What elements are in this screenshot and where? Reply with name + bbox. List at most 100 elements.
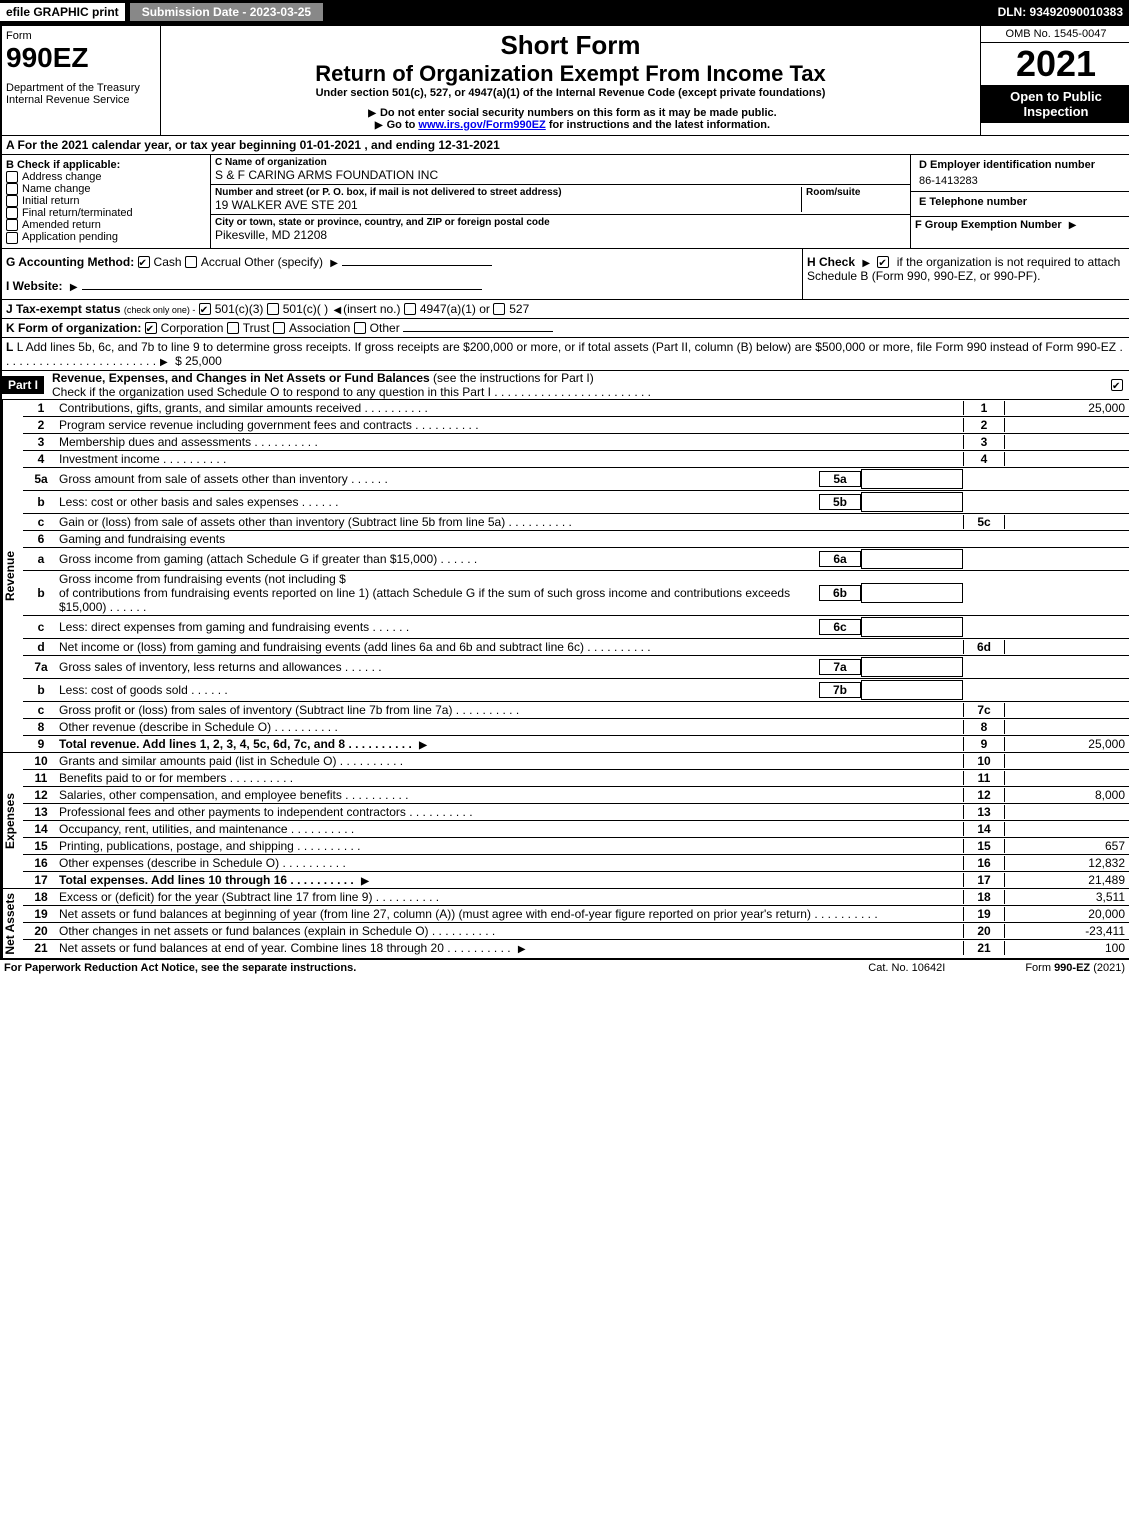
chk-assoc[interactable] [273, 322, 285, 334]
line-desc: Gross profit or (loss) from sales of inv… [59, 703, 963, 717]
line-10: 10Grants and similar amounts paid (list … [23, 753, 1129, 769]
line-num: 3 [23, 435, 59, 449]
revenue-section: Revenue 1Contributions, gifts, grants, a… [2, 399, 1129, 752]
chk-corp[interactable] [145, 322, 157, 334]
line-num: 11 [23, 771, 59, 785]
chk-name[interactable]: Name change [6, 183, 206, 195]
line-code: 5c [963, 515, 1005, 529]
line-desc: Other changes in net assets or fund bala… [59, 924, 963, 938]
line-i-label: I Website: [6, 279, 62, 293]
subline-code: 7a [819, 659, 861, 675]
line-4: 4Investment income . . . . . . . . . . 4 [23, 450, 1129, 467]
line-value: 25,000 [1005, 401, 1129, 415]
subline-code: 5b [819, 494, 861, 510]
subline-code: 6b [819, 585, 861, 601]
line-num: 9 [23, 737, 59, 751]
line-desc: Printing, publications, postage, and shi… [59, 839, 963, 853]
line-num: 18 [23, 890, 59, 904]
ssn-warning: Do not enter social security numbers on … [165, 107, 976, 119]
line-code: 12 [963, 788, 1005, 802]
chk-527[interactable] [493, 303, 505, 315]
street-label: Number and street (or P. O. box, if mail… [215, 187, 801, 198]
line-num: 21 [23, 941, 59, 955]
line-num: 20 [23, 924, 59, 938]
line-value: 20,000 [1005, 907, 1129, 921]
line-l-value: $ 25,000 [175, 354, 222, 368]
line-6: 6Gaming and fundraising events [23, 530, 1129, 547]
chk-cash[interactable] [138, 256, 150, 268]
chk-initial[interactable]: Initial return [6, 195, 206, 207]
line-desc: Gross sales of inventory, less returns a… [59, 660, 819, 674]
line-code: 1 [963, 401, 1005, 415]
line-desc: Excess or (deficit) for the year (Subtra… [59, 890, 963, 904]
chk-501c3[interactable] [199, 303, 211, 315]
subline-value [861, 617, 963, 637]
line-num: a [23, 552, 59, 566]
chk-amended[interactable]: Amended return [6, 219, 206, 231]
irs-link[interactable]: www.irs.gov/Form990EZ [418, 119, 545, 131]
line-desc: Less: cost or other basis and sales expe… [59, 495, 819, 509]
line-5a: 5aGross amount from sale of assets other… [23, 467, 1129, 490]
form-subtitle: Under section 501(c), 527, or 4947(a)(1)… [165, 87, 976, 99]
chk-501c[interactable] [267, 303, 279, 315]
line-num: c [23, 515, 59, 529]
line-desc: Membership dues and assessments . . . . … [59, 435, 963, 449]
form-title: Return of Organization Exempt From Incom… [165, 61, 976, 87]
line-num: 17 [23, 873, 59, 887]
chk-4947[interactable] [404, 303, 416, 315]
chk-trust[interactable] [227, 322, 239, 334]
line-code: 2 [963, 418, 1005, 432]
line-num: 7a [23, 660, 59, 674]
line-b: bGross income from fundraising events (n… [23, 570, 1129, 615]
line-num: 1 [23, 401, 59, 415]
tel-value [915, 210, 1127, 214]
line-code: 11 [963, 771, 1005, 785]
ein-label: D Employer identification number [915, 157, 1127, 173]
line-code: 4 [963, 452, 1005, 466]
line-h: H Check if the organization is not requi… [802, 249, 1129, 299]
line-desc: Benefits paid to or for members . . . . … [59, 771, 963, 785]
chk-other[interactable] [354, 322, 366, 334]
line-20: 20Other changes in net assets or fund ba… [23, 922, 1129, 939]
line-num: b [23, 683, 59, 697]
street-value: 19 WALKER AVE STE 201 [215, 198, 801, 212]
chk-schedule-b[interactable] [877, 256, 889, 268]
line-a: aGross income from gaming (attach Schedu… [23, 547, 1129, 570]
line-14: 14Occupancy, rent, utilities, and mainte… [23, 820, 1129, 837]
chk-address[interactable]: Address change [6, 171, 206, 183]
expenses-section: Expenses 10Grants and similar amounts pa… [2, 752, 1129, 888]
line-desc: Program service revenue including govern… [59, 418, 963, 432]
line-code: 15 [963, 839, 1005, 853]
line-desc: Net income or (loss) from gaming and fun… [59, 640, 963, 654]
line-15: 15Printing, publications, postage, and s… [23, 837, 1129, 854]
line-num: c [23, 620, 59, 634]
revenue-label: Revenue [2, 400, 23, 752]
line-value: 3,511 [1005, 890, 1129, 904]
line-num: 2 [23, 418, 59, 432]
header-left: Form 990EZ Department of the Treasury In… [2, 26, 161, 135]
subline-value [861, 657, 963, 677]
top-bar: efile GRAPHIC print Submission Date - 20… [0, 0, 1129, 24]
chk-final[interactable]: Final return/terminated [6, 207, 206, 219]
line-code: 6d [963, 640, 1005, 654]
line-17: 17Total expenses. Add lines 10 through 1… [23, 871, 1129, 888]
city-label: City or town, state or province, country… [215, 217, 906, 228]
chk-accrual[interactable] [185, 256, 197, 268]
line-21: 21Net assets or fund balances at end of … [23, 939, 1129, 956]
line-desc: Less: direct expenses from gaming and fu… [59, 620, 819, 634]
line-2: 2Program service revenue including gover… [23, 416, 1129, 433]
netassets-label: Net Assets [2, 889, 23, 959]
header-center: Short Form Return of Organization Exempt… [161, 26, 980, 135]
department: Department of the Treasury Internal Reve… [6, 82, 156, 106]
row-gh: G Accounting Method: Cash Accrual Other … [2, 248, 1129, 299]
city-value: Pikesville, MD 21208 [215, 228, 906, 242]
line-num: 4 [23, 452, 59, 466]
line-num: 15 [23, 839, 59, 853]
line-code: 7c [963, 703, 1005, 717]
short-form-label: Short Form [165, 30, 976, 61]
chk-pending[interactable]: Application pending [6, 231, 206, 243]
tax-year: 2021 [981, 43, 1129, 85]
line-c: cGain or (loss) from sale of assets othe… [23, 513, 1129, 530]
box-b-title: B Check if applicable: [6, 159, 206, 171]
chk-schedule-o[interactable] [1111, 379, 1123, 391]
